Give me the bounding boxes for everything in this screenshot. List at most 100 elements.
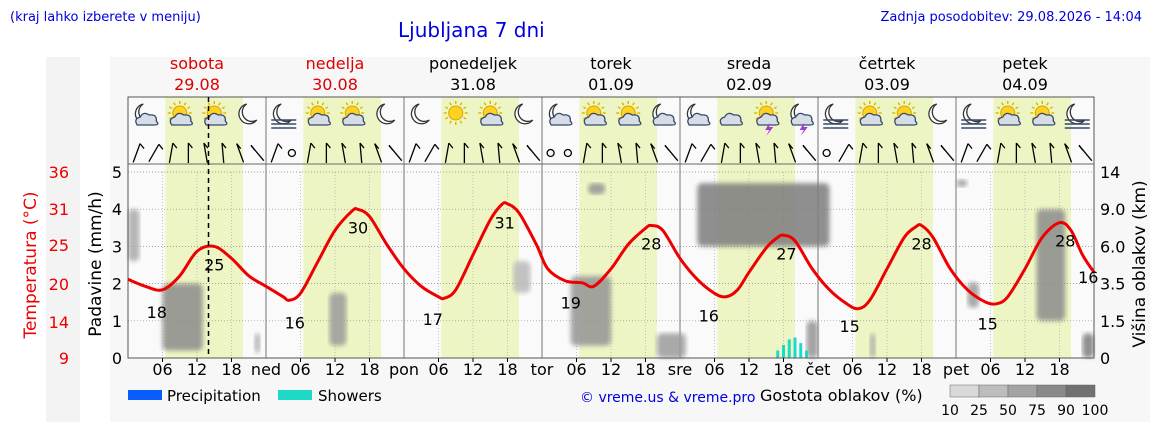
cloud-area	[329, 292, 347, 346]
moon-fog-icon	[823, 103, 849, 129]
wind-barb	[858, 143, 864, 163]
cloud-height-tick: 1.5	[1100, 312, 1125, 331]
sun-cloud-icon	[581, 101, 607, 126]
wind-barb	[582, 143, 588, 163]
sun-cloud-icon	[616, 101, 642, 126]
temperature-tick: 14	[49, 313, 69, 332]
x-hour-label: 12	[463, 360, 483, 379]
wind-barb-flag	[710, 143, 716, 150]
credit-text: © vreme.us & vreme.pro	[580, 390, 755, 406]
wind-barb-flag	[586, 142, 592, 149]
x-day-label: sre	[668, 360, 692, 379]
x-hour-label: 12	[1015, 360, 1035, 379]
density-tick: 50	[999, 403, 1017, 419]
x-hour-label: 18	[911, 360, 931, 379]
temperature-value-label: 28	[641, 234, 661, 253]
temperature-value-label: 16	[699, 306, 719, 325]
wind-barb-flag	[926, 143, 932, 150]
wind-barb-flag	[221, 142, 227, 149]
wind-barb-flag	[1064, 143, 1070, 150]
temperature-axis-title: Temperatura (°C)	[21, 191, 41, 339]
wind-barb-flag	[434, 143, 440, 150]
day-date: 03.09	[864, 75, 910, 94]
temperature-value-label: 18	[147, 303, 167, 322]
wind-barb	[221, 142, 225, 164]
shower-bar	[787, 339, 791, 358]
wind-barb	[341, 143, 347, 163]
x-day-label: pon	[389, 360, 419, 379]
daytime-band	[855, 97, 933, 358]
moon-cloud-icon	[134, 103, 159, 126]
shower-bars	[776, 337, 808, 358]
density-legend-title: Gostota oblakov (%)	[760, 386, 923, 405]
wind-barb-flag	[862, 142, 868, 149]
x-hour-label: 06	[980, 360, 1000, 379]
wind-barb	[617, 143, 623, 163]
wind-barb-flag	[277, 143, 283, 150]
day-date: 04.09	[1002, 75, 1048, 94]
shower-bar	[776, 350, 780, 358]
shower-bar	[782, 344, 785, 358]
wind-barbs	[132, 142, 1093, 164]
x-day-label: ned	[251, 360, 281, 379]
wind-barb	[960, 143, 969, 163]
wind-barb-flag	[773, 142, 779, 149]
temperature-value-label: 19	[561, 294, 581, 313]
wind-barb-flag	[691, 143, 697, 150]
cloud-area	[162, 283, 203, 351]
wind-barb	[236, 143, 245, 163]
wind-barb	[479, 143, 485, 163]
wind-barb	[408, 143, 417, 163]
day-name: sobota	[170, 54, 224, 73]
cloud-icon	[719, 112, 743, 126]
wind-barb-flag	[893, 142, 899, 149]
wind-calm-marker	[563, 148, 573, 158]
wind-barb	[497, 142, 501, 164]
wind-barb-flag	[448, 142, 454, 149]
wind-barb-flag	[250, 144, 256, 151]
temperature-value-label: 15	[839, 317, 859, 336]
cloud-area	[869, 333, 876, 358]
cloud-height-tick: 0	[1100, 349, 1110, 368]
temp-axis-panel	[46, 57, 80, 422]
density-tick: 25	[970, 403, 988, 419]
wind-barb-flag	[724, 142, 730, 149]
precip-tick: 3	[112, 237, 122, 256]
wind-barb-flag	[1031, 142, 1037, 149]
density-tick: 100	[1082, 403, 1109, 419]
day-date: 01.09	[588, 75, 634, 94]
wind-barb-flag	[203, 142, 209, 149]
x-hour-label: 18	[773, 360, 793, 379]
density-tick: 90	[1057, 403, 1075, 419]
wind-barb	[148, 144, 160, 162]
wind-barb-flag	[479, 142, 485, 149]
cloud-area	[806, 320, 818, 358]
shower-bar	[799, 343, 803, 358]
wind-barb-flag	[325, 142, 331, 149]
sun-cloud-icon	[857, 101, 883, 126]
sun-storm-icon	[754, 101, 780, 136]
wind-barb-flag	[788, 143, 794, 150]
wind-barb	[1064, 143, 1073, 163]
cloud-height-tick: 9.0	[1100, 200, 1125, 219]
wind-barb	[996, 143, 1002, 163]
wind-barb	[755, 143, 761, 163]
wind-barb-flag	[802, 144, 808, 151]
day-name: nedelja	[306, 54, 365, 73]
wind-barb-flag	[877, 142, 883, 149]
temperature-tick: 25	[49, 236, 69, 255]
density-legend: 10 25 50 75 90 100	[941, 384, 1109, 419]
moon-cloud-icon	[686, 103, 711, 126]
wind-barb-flag	[526, 144, 532, 151]
daytime-band	[441, 97, 519, 358]
wind-barb-flag	[1000, 142, 1006, 149]
x-hour-label: 18	[359, 360, 379, 379]
wind-barb-flag	[1078, 144, 1084, 151]
wind-barb-flag	[755, 142, 761, 149]
sun-cloud-icon	[305, 101, 331, 126]
x-hour-label: 06	[566, 360, 586, 379]
wind-barb	[444, 143, 450, 163]
day-labels: sobota 29.08 nedelja 30.08 ponedeljek 31.08 to…	[170, 54, 1049, 94]
